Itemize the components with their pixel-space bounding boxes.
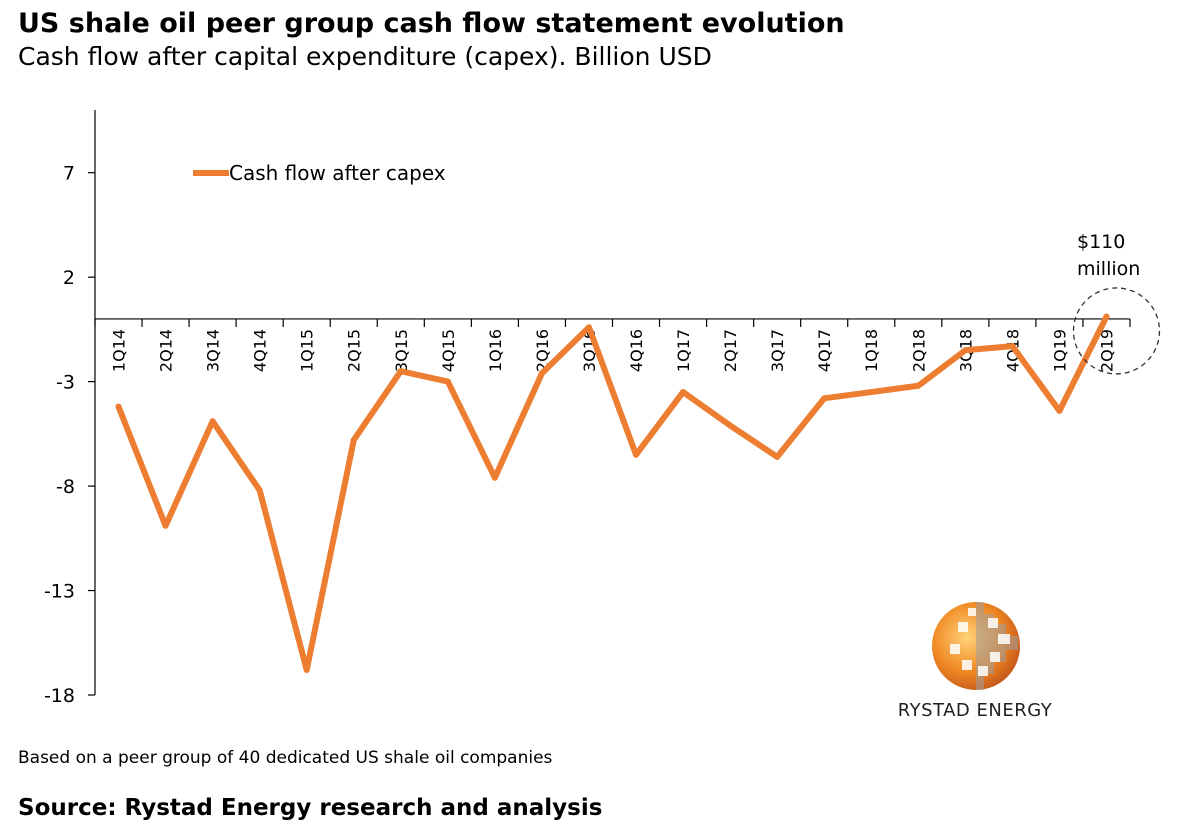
- data-point: [962, 347, 969, 354]
- annotation-unit: million: [1077, 258, 1140, 280]
- y-tick-label: -13: [44, 581, 75, 603]
- data-point: [162, 522, 169, 529]
- data-point: [680, 389, 687, 396]
- data-point: [1103, 313, 1110, 320]
- data-point: [585, 324, 592, 331]
- x-tick-label: 3Q14: [204, 329, 223, 372]
- x-tick-label: 3Q15: [392, 329, 411, 372]
- x-tick-label: 1Q19: [1050, 329, 1069, 372]
- data-point: [538, 370, 545, 377]
- data-point: [397, 368, 404, 375]
- footnote: Based on a peer group of 40 dedicated US…: [18, 748, 553, 768]
- y-axis: 7 2 -3 -8 -13 -18: [44, 110, 96, 707]
- x-tick-label: 4Q14: [251, 329, 270, 372]
- series-line: [115, 313, 1110, 673]
- series-layer: [115, 313, 1110, 673]
- data-point: [821, 395, 828, 402]
- x-tick-label: 2Q16: [533, 329, 552, 372]
- data-point: [209, 418, 216, 425]
- y-tick-label: 2: [63, 267, 75, 289]
- data-point: [1056, 407, 1063, 414]
- data-point: [115, 403, 122, 410]
- data-point: [727, 422, 734, 429]
- x-tick-label: 1Q18: [862, 329, 881, 372]
- x-tick-label: 4Q15: [439, 329, 458, 372]
- logo-text: RYSTAD ENERGY: [897, 700, 1053, 721]
- y-tick-label: -8: [56, 476, 75, 498]
- legend-label: Cash flow after capex: [229, 161, 446, 185]
- x-tick-label: 1Q16: [486, 329, 505, 372]
- data-point: [633, 451, 640, 458]
- x-tick-label: 4Q17: [815, 329, 834, 372]
- data-point: [868, 389, 875, 396]
- x-tick-label: 4Q16: [627, 329, 646, 372]
- data-point: [303, 666, 310, 673]
- x-tick-label: 1Q14: [110, 329, 129, 372]
- chart-title: US shale oil peer group cash flow statem…: [18, 8, 845, 39]
- chart-subtitle: Cash flow after capital expenditure (cap…: [18, 42, 712, 71]
- data-point: [444, 378, 451, 385]
- data-point: [774, 453, 781, 460]
- x-tick-label: 2Q19: [1097, 329, 1116, 372]
- y-tick-label: 7: [63, 163, 75, 185]
- x-tick-label: 2Q14: [157, 329, 176, 372]
- data-point: [1009, 343, 1016, 350]
- x-axis: 1Q14 2Q14 3Q14 4Q14 1Q15 2Q15 3Q15 4Q15 1Q16 2Q16…: [94, 318, 1131, 372]
- x-tick-label: 2Q18: [909, 329, 928, 372]
- x-tick-label: 2Q17: [721, 329, 740, 372]
- source-note: Source: Rystad Energy research and analy…: [18, 795, 603, 821]
- y-tick-label: -18: [44, 685, 75, 707]
- legend: Cash flow after capex: [193, 161, 446, 185]
- x-tick-label: 1Q17: [674, 329, 693, 372]
- y-tick-label: -3: [56, 372, 75, 394]
- annotation-value: $110: [1077, 231, 1125, 253]
- data-point: [915, 382, 922, 389]
- x-tick-label: 1Q15: [298, 329, 317, 372]
- rystad-globe-logo-icon: [928, 600, 1024, 692]
- x-tick-label: 3Q17: [768, 329, 787, 372]
- annotation: $110 million: [1072, 231, 1161, 375]
- data-point: [491, 474, 498, 481]
- x-tick-label: 2Q15: [345, 329, 364, 372]
- data-point: [256, 487, 263, 494]
- data-point: [350, 437, 357, 444]
- annotation-circle: [1072, 287, 1161, 375]
